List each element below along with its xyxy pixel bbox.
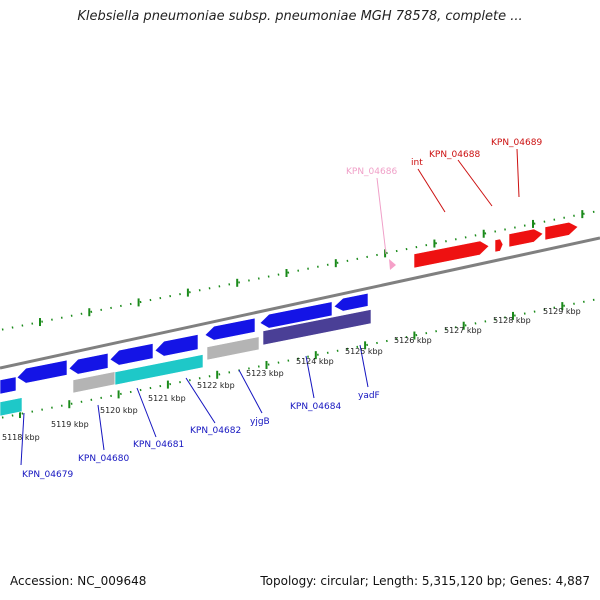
gene-label-kpn-04679[interactable]: KPN_04679 [22, 470, 73, 480]
tick-label: 5125 kbp [345, 347, 383, 356]
leader-line [97, 404, 105, 451]
tick-row-bottom [1, 298, 595, 419]
leader-line [516, 148, 520, 198]
gene-label-kpn-04689[interactable]: KPN_04689 [491, 138, 542, 148]
gene-feature [109, 343, 154, 366]
gene-label-kpn-04681[interactable]: KPN_04681 [133, 440, 184, 450]
gene-feature [262, 309, 372, 346]
gene-feature [389, 259, 396, 270]
tick-label: 5121 kbp [148, 394, 186, 403]
genome-backbone [0, 236, 600, 370]
genome-summary-text: Topology: circular; Length: 5,315,120 bp… [260, 574, 590, 588]
tick-row-top [1, 210, 595, 331]
leader-line [457, 159, 493, 207]
tick-label: 5119 kbp [51, 420, 89, 429]
tick-label: 5124 kbp [296, 357, 334, 366]
map-title: Klebsiella pneumoniae subsp. pneumoniae … [77, 9, 523, 24]
gene-label-kpn-04688[interactable]: KPN_04688 [429, 150, 480, 160]
gene-label-yadf[interactable]: yadF [358, 391, 380, 401]
gene-feature [72, 371, 116, 394]
gene-labels: KPN_04679 KPN_04680 KPN_04681 KPN_04682 … [22, 138, 542, 480]
gene-label-kpn-04680[interactable]: KPN_04680 [78, 454, 129, 464]
gene-feature [544, 221, 579, 241]
gene-feature [206, 336, 260, 361]
tick-label: 5120 kbp [100, 406, 138, 415]
leader-line [359, 344, 369, 388]
gene-feature [114, 354, 204, 386]
gene-label-kpn-04684[interactable]: KPN_04684 [290, 402, 341, 412]
leader-line [185, 377, 216, 424]
leader-line [238, 369, 263, 414]
gene-feature [204, 317, 256, 341]
tick-label: 5118 kbp [2, 433, 40, 442]
gene-feature [413, 240, 490, 269]
accession-text: Accession: NC_009648 [10, 574, 147, 588]
gene-feature [0, 376, 17, 395]
leader-line [417, 168, 446, 213]
tick-label: 5127 kbp [444, 326, 482, 335]
leader-line [20, 412, 25, 466]
tick-label: 5123 kbp [246, 369, 284, 378]
tick-label: 5126 kbp [394, 336, 432, 345]
gene-feature [154, 334, 199, 357]
tick-label: 5129 kbp [543, 307, 581, 316]
leader-line [136, 387, 157, 438]
gene-feature [259, 301, 333, 329]
gene-feature [494, 238, 504, 253]
leader-line [376, 177, 387, 255]
gene-label-int[interactable]: int [411, 158, 423, 168]
tick-label: 5122 kbp [197, 381, 235, 390]
gene-label-kpn-04682[interactable]: KPN_04682 [190, 426, 241, 436]
feature-track [0, 221, 579, 417]
gene-label-yjgb[interactable]: yjgB [250, 417, 270, 427]
gene-feature [508, 228, 544, 248]
gene-label-kpn-04686[interactable]: KPN_04686 [346, 167, 397, 177]
gene-feature [16, 359, 68, 384]
leader-line [305, 355, 315, 399]
gene-feature [333, 292, 369, 312]
gene-feature [0, 397, 23, 417]
label-leader-lines [20, 148, 520, 466]
gene-feature [68, 352, 109, 375]
tick-labels: 5118 kbp 5119 kbp 5120 kbp 5121 kbp 5122… [2, 307, 581, 442]
tick-label: 5128 kbp [493, 316, 531, 325]
